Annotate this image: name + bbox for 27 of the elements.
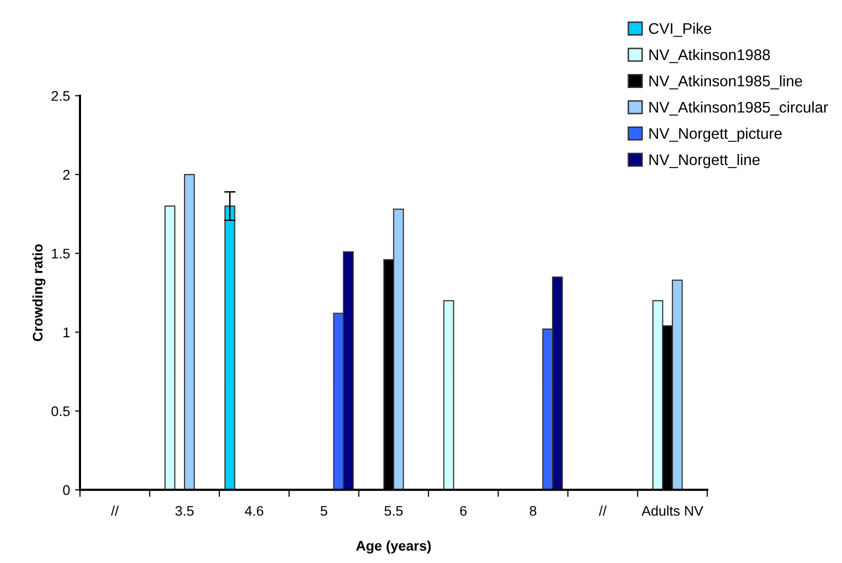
x-tick-label: 4.6 bbox=[244, 506, 264, 516]
y-tick-label: 1 bbox=[64, 328, 70, 338]
y-axis-title: Crowding ratio bbox=[32, 244, 46, 342]
x-tick-label: 5 bbox=[320, 506, 328, 516]
legend-label: NV_Norgett_picture bbox=[649, 128, 782, 142]
x-tick-label: 6 bbox=[460, 506, 467, 516]
bar bbox=[164, 206, 176, 490]
x-tick-label: Adults NV bbox=[642, 506, 704, 516]
y-tick-label: 2.5 bbox=[52, 91, 70, 101]
legend-label: NV_Atkinson1985_circular bbox=[649, 101, 828, 116]
x-tick-label: // bbox=[598, 506, 607, 516]
y-tick-label: 1.5 bbox=[52, 248, 70, 259]
y-tick-label: 0 bbox=[63, 485, 70, 495]
legend-label: NV_Atkinson1988 bbox=[649, 48, 770, 64]
bar bbox=[184, 174, 195, 490]
legend-label: NV_Norgett_line bbox=[649, 154, 760, 168]
legend-label: NV_Atkinson1985_line bbox=[649, 75, 802, 90]
x-tick-label: // bbox=[110, 506, 119, 516]
x-axis-title: Age (years) bbox=[356, 540, 431, 554]
bar bbox=[224, 206, 236, 490]
y-tick-label: 2 bbox=[63, 170, 70, 180]
x-tick-label: 3.5 bbox=[175, 506, 194, 516]
bar bbox=[443, 300, 454, 490]
x-tick-label: 8 bbox=[530, 506, 536, 516]
legend-label: CVI_Pike bbox=[649, 22, 712, 37]
x-tick-label: 5.5 bbox=[384, 506, 403, 516]
y-tick-label: 0.5 bbox=[52, 406, 70, 416]
